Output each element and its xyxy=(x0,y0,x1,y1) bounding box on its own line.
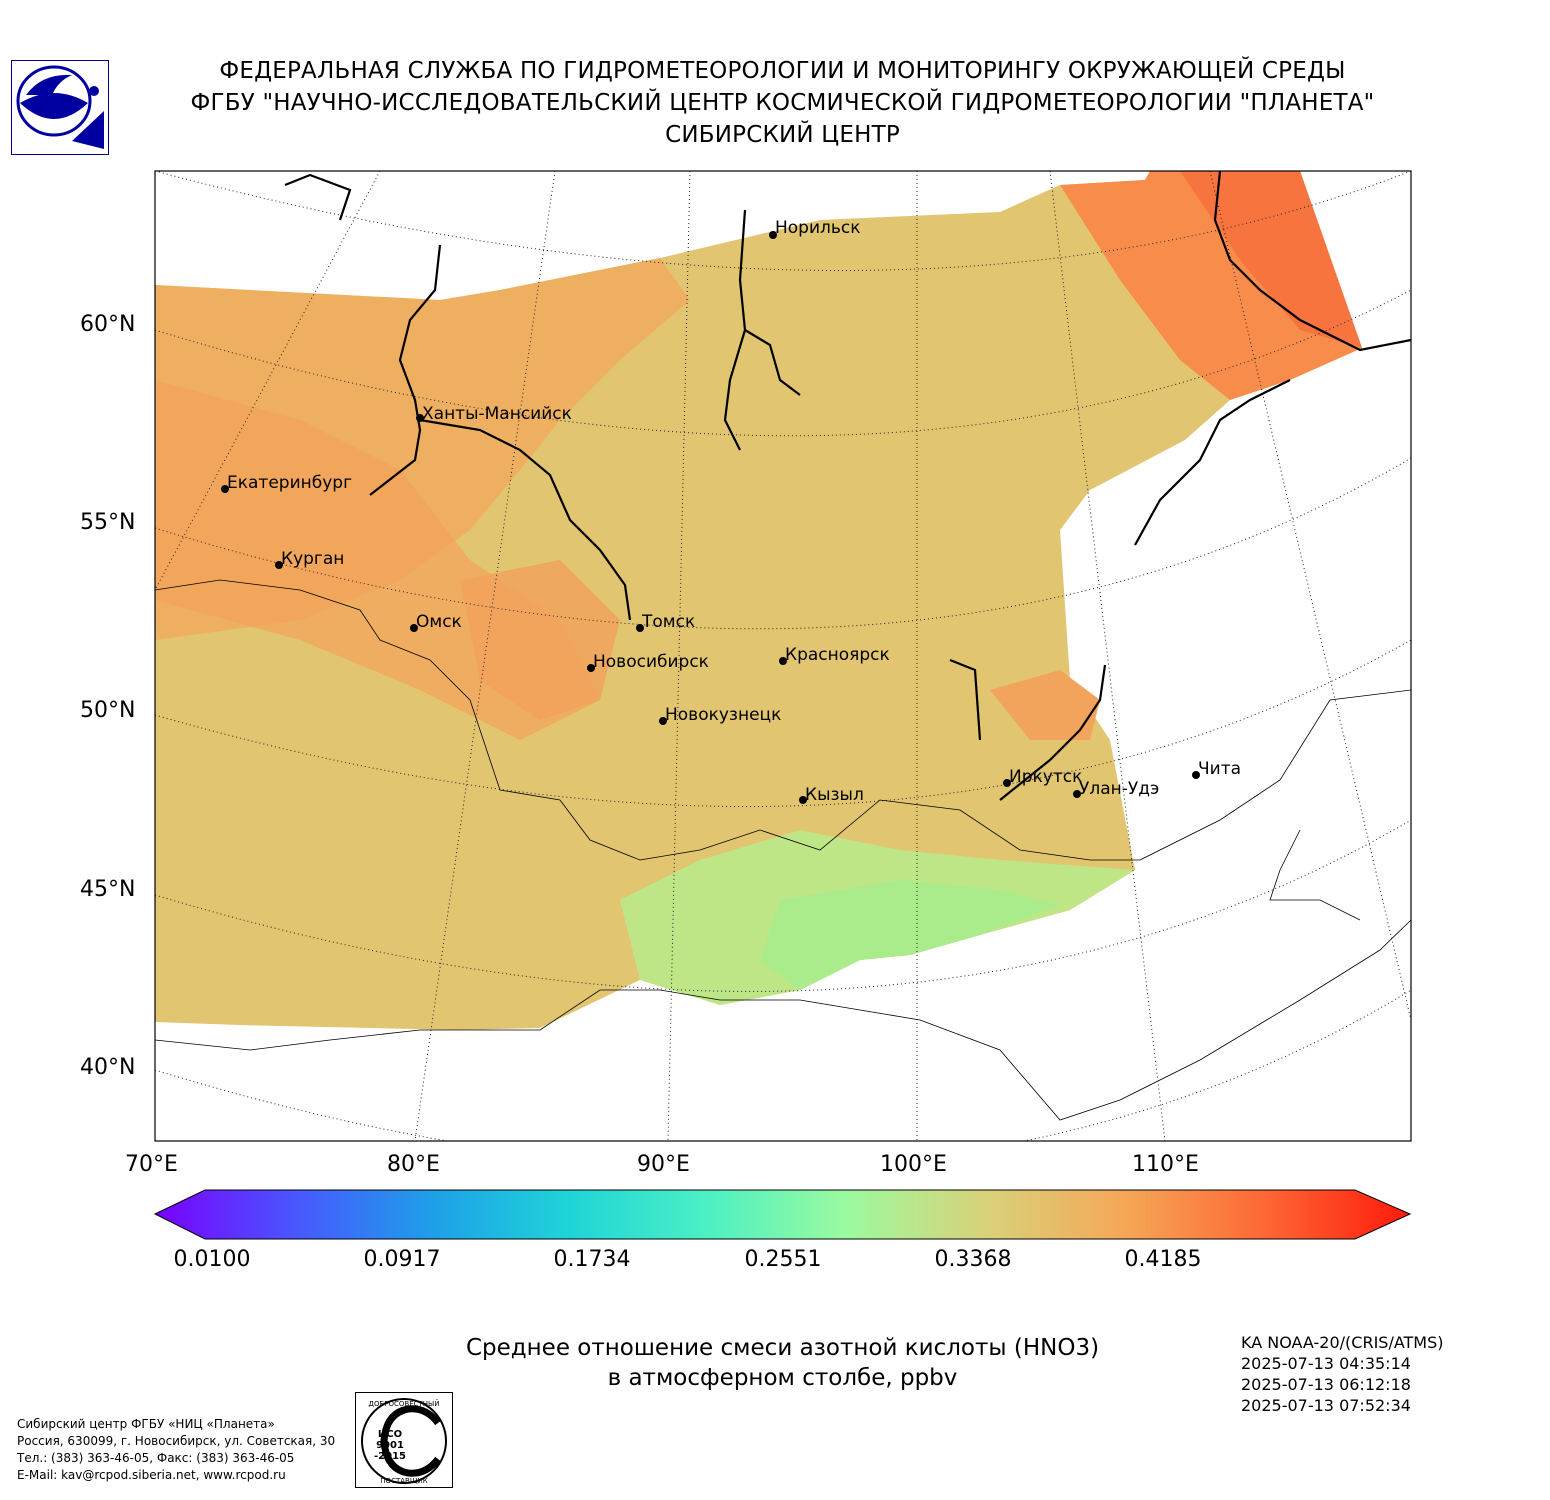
lat-label: 55°N xyxy=(80,510,136,535)
city-label: Улан-Удэ xyxy=(1079,779,1160,799)
lat-label: 45°N xyxy=(80,877,136,902)
lat-label: 50°N xyxy=(80,698,136,723)
lon-label: 70°E xyxy=(125,1152,178,1177)
pass-time: 2025-07-13 04:35:14 xyxy=(1241,1354,1411,1373)
borders xyxy=(155,579,1411,1121)
city-label: Красноярск xyxy=(785,645,890,665)
city-label: Новокузнецк xyxy=(665,705,782,725)
graticule xyxy=(155,171,1411,1141)
colorbar-tick: 0.1734 xyxy=(553,1247,631,1272)
iso-top-text: ДОБРОСОВЕСТНЫЙ xyxy=(369,1399,440,1408)
colorbar-tick: 0.3368 xyxy=(934,1247,1012,1272)
header-line-2: ФГБУ "НАУЧНО-ИССЛЕДОВАТЕЛЬСКИЙ ЦЕНТР КОС… xyxy=(190,90,1375,116)
contact-line: Сибирский центр ФГБУ «НИЦ «Планета» xyxy=(17,1417,275,1431)
city-label: Омск xyxy=(416,612,462,632)
city-label: Чита xyxy=(1198,759,1242,779)
iso-badge: ДОБРОСОВЕСТНЫЙ ИСО 9001 -2015 ПОСТАВЩИК xyxy=(355,1392,453,1488)
lon-label: 80°E xyxy=(387,1152,440,1177)
iso-bottom-text: ПОСТАВЩИК xyxy=(380,1477,427,1485)
colorbar xyxy=(153,1189,1412,1240)
pass-time: 2025-07-13 06:12:18 xyxy=(1241,1375,1411,1394)
colorbar-tick: 0.2551 xyxy=(744,1247,822,1272)
contact-line: E-Mail: kav@rcpod.siberia.net, www.rcpod… xyxy=(17,1468,286,1482)
city-label: Иркутск xyxy=(1009,767,1083,787)
contact-line: Россия, 630099, г. Новосибирск, ул. Сове… xyxy=(17,1434,336,1448)
iso-l3: -2015 xyxy=(374,1451,406,1462)
pass-time: 2025-07-13 07:52:34 xyxy=(1241,1396,1411,1415)
colorbar-tick: 0.4185 xyxy=(1124,1247,1202,1272)
iso-l1: ИСО xyxy=(378,1429,402,1440)
caption-line-2: в атмосферном столбе, ppbv xyxy=(607,1365,958,1391)
city-label: Томск xyxy=(642,612,696,632)
city-markers xyxy=(221,231,1200,804)
colorbar-tick: 0.0917 xyxy=(363,1247,441,1272)
city-label: Курган xyxy=(281,549,345,569)
satellite-name: KA NOAA-20/(CRIS/ATMS) xyxy=(1241,1333,1444,1352)
city-label: Екатеринбург xyxy=(227,473,353,493)
header-line-3: СИБИРСКИЙ ЦЕНТР xyxy=(665,122,900,148)
city-label: Кызыл xyxy=(805,785,864,805)
iso-l2: 9001 xyxy=(376,1440,404,1451)
hno3-field xyxy=(155,171,1362,1030)
colorbar-tick: 0.0100 xyxy=(173,1247,251,1272)
contact-line: Тел.: (383) 363-46-05, Факс: (383) 363-4… xyxy=(17,1451,295,1465)
city-label: Норильск xyxy=(775,218,861,238)
lon-label: 110°E xyxy=(1132,1152,1199,1177)
header-line-1: ФЕДЕРАЛЬНАЯ СЛУЖБА ПО ГИДРОМЕТЕОРОЛОГИИ … xyxy=(219,58,1346,84)
caption-line-1: Среднее отношение смеси азотной кислоты … xyxy=(465,1335,1100,1361)
lon-label: 90°E xyxy=(637,1152,690,1177)
city-label: Ханты-Мансийск xyxy=(422,404,572,424)
agency-logo xyxy=(11,60,109,155)
lat-label: 60°N xyxy=(80,312,136,337)
lat-label: 40°N xyxy=(80,1055,136,1080)
city-label: Новосибирск xyxy=(593,652,709,672)
lon-label: 100°E xyxy=(880,1152,947,1177)
rivers xyxy=(284,171,1411,801)
